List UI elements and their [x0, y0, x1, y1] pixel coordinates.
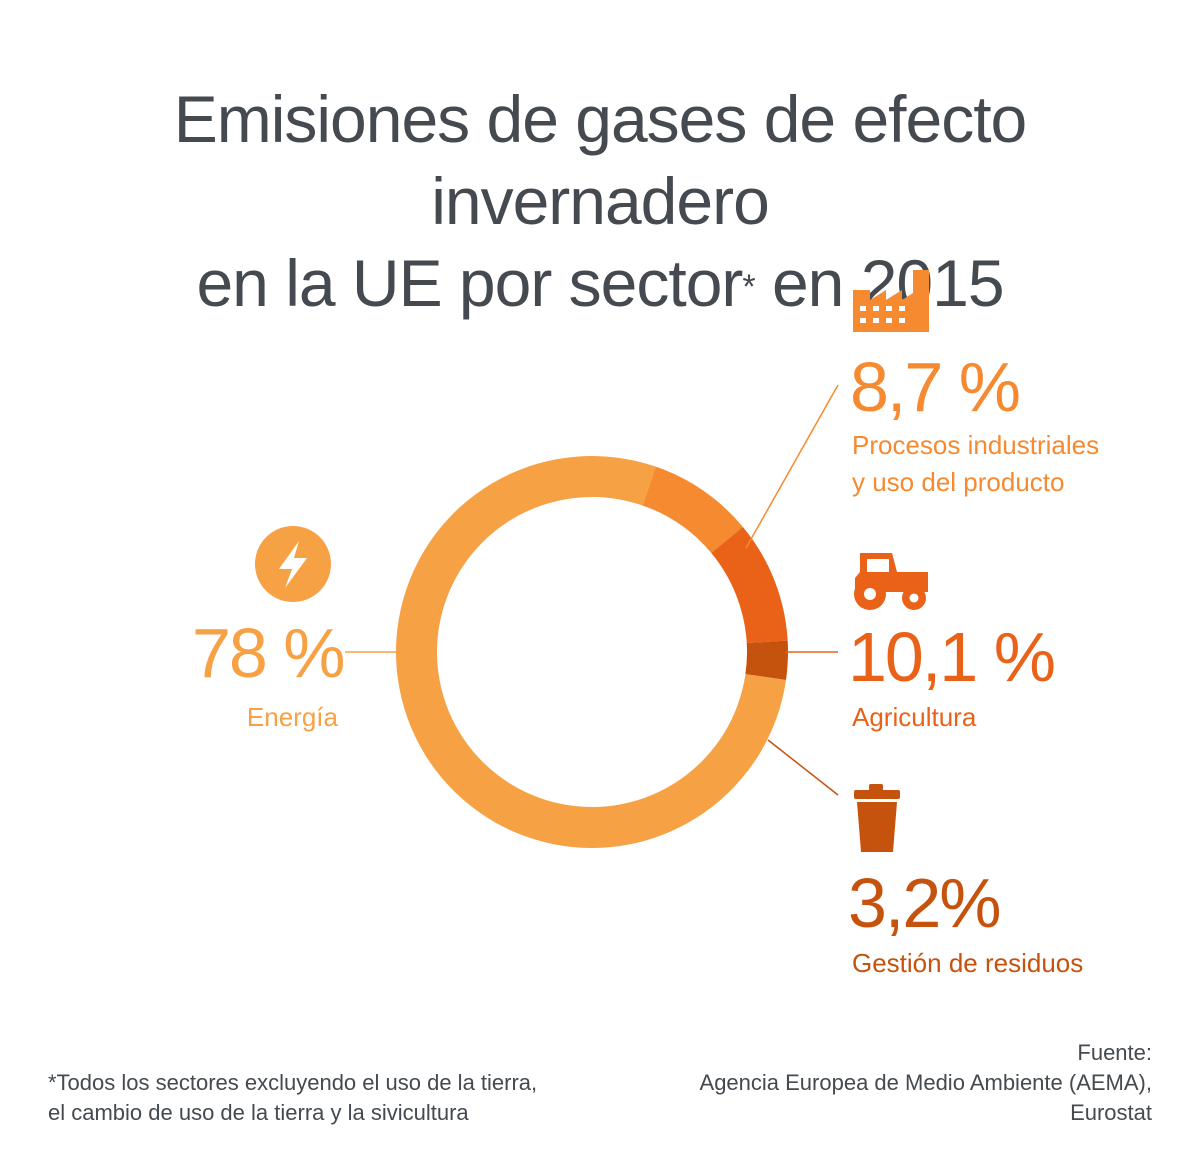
title-line-1: Emisiones de gases de efecto invernadero [173, 82, 1028, 238]
slice-agricultura [711, 526, 788, 644]
title-line-2-text: en la UE por sector [196, 246, 743, 320]
footnote-line-2: el cambio de uso de la tierra y la sivic… [48, 1100, 469, 1125]
slice-procesos-industriales [642, 466, 743, 554]
source-line-1: Fuente: [1077, 1040, 1152, 1065]
donut-slices [395, 455, 788, 848]
agriculture-percent: 10,1 % [848, 618, 1056, 696]
trash-can-icon [854, 784, 900, 852]
source-line-3: Eurostat [1070, 1100, 1152, 1125]
slice-gestion-residuos [745, 640, 788, 680]
footnote-line-1: *Todos los sectores excluyendo el uso de… [48, 1070, 538, 1095]
waste-percent: 3,2% [848, 864, 1002, 942]
title-asterisk: * [742, 268, 755, 306]
source-line-2: Agencia Europea de Medio Ambiente (AEMA)… [699, 1070, 1152, 1095]
tractor-icon [854, 553, 928, 610]
energy-label: Energía [246, 702, 338, 732]
industry-connector [745, 384, 839, 549]
industry-label-line-1: Procesos industriales [852, 430, 1100, 460]
energy-percent: 78 % [192, 614, 346, 692]
lightning-icon [255, 526, 331, 602]
industry-percent: 8,7 % [850, 348, 1021, 426]
source: Fuente: Agencia Europea de Medio Ambient… [700, 1038, 1152, 1128]
waste-connector [767, 739, 839, 796]
agriculture-label: Agricultura [852, 702, 977, 732]
factory-icon [853, 270, 929, 332]
footnote: *Todos los sectores excluyendo el uso de… [48, 1068, 537, 1128]
waste-label: Gestión de residuos [852, 948, 1084, 978]
industry-label-line-2: y uso del producto [852, 467, 1065, 497]
